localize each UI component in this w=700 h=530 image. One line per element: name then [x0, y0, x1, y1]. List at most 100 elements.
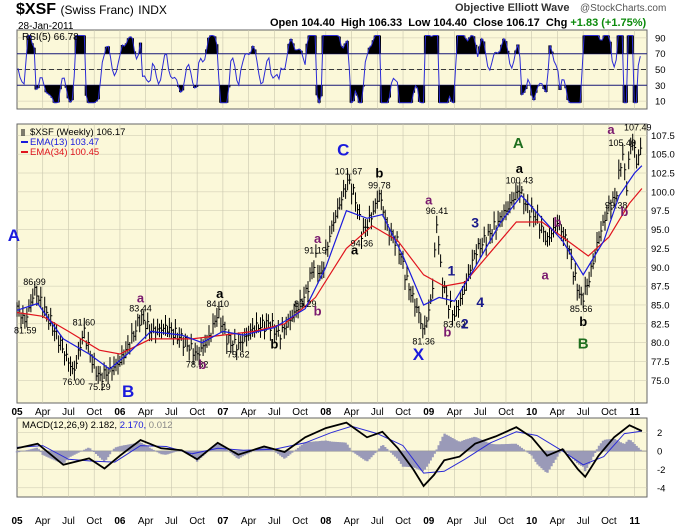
price-y-tick-label: 92.5: [651, 244, 670, 255]
x-tick-label: Oct: [86, 516, 102, 527]
price-y-tick-label: 97.5: [651, 206, 670, 217]
x-tick-label: Jul: [268, 516, 281, 527]
x-tick-label: Apr: [138, 407, 154, 418]
wave-label: B: [122, 382, 134, 401]
price-panel-background: [16, 123, 648, 404]
x-tick-label: Apr: [447, 516, 463, 527]
panel-frames: [16, 29, 648, 498]
low-value: 104.40: [433, 17, 467, 29]
macd-label-value: 2.182,: [91, 420, 120, 431]
quote-line: Open 104.40 High 106.33 Low 104.40 Close…: [270, 17, 646, 29]
price-annotation: 81.36: [412, 336, 435, 346]
x-tick-label: 11: [629, 516, 640, 527]
macd-label: MACD(12,26,9) 2.182, 2.170, 0.012: [22, 420, 173, 431]
x-tick-label: Jul: [577, 407, 590, 418]
macd-y-tick-label: 0: [657, 447, 662, 458]
price-y-tick-label: 80.0: [651, 338, 670, 349]
x-tick-label: Jul: [371, 516, 384, 527]
x-tick-label: Apr: [241, 407, 257, 418]
symbol: $XSF: [16, 1, 57, 18]
rsi-line: [17, 34, 641, 105]
close-label: Close: [473, 17, 504, 29]
rsi-y-tick-label: 90: [655, 33, 666, 44]
x-tick-label: 09: [423, 407, 435, 418]
x-tick-label: Oct: [395, 407, 411, 418]
close-value: 106.17: [506, 17, 540, 29]
rsi-y-tick-label: 30: [655, 81, 666, 92]
price-y-tick-label: 82.5: [651, 319, 670, 330]
price-annotation: 99.78: [368, 181, 391, 191]
wave-label: b: [314, 304, 322, 319]
price-annotation: 79.62: [227, 350, 250, 360]
price-y-tick-label: 77.5: [651, 357, 670, 368]
rsi-label: RSI(5) 66.78: [22, 32, 79, 43]
open-label: Open: [270, 17, 299, 29]
x-tick-label: Oct: [86, 407, 102, 418]
price-annotation: 91.19: [304, 245, 327, 255]
wave-label: B: [578, 336, 589, 353]
x-tick-label: 08: [320, 407, 332, 418]
x-tick-label: Jul: [165, 516, 178, 527]
price-y-tick-label: 107.5: [651, 131, 675, 142]
wave-label: 1: [448, 263, 456, 279]
wave-label: b: [270, 337, 278, 352]
legend-entry: $XSF (Weekly) 106.17: [30, 127, 125, 138]
legend-entry: EMA(34) 100.45: [30, 147, 99, 158]
legend-swatch: [21, 129, 25, 136]
low-label: Low: [408, 17, 431, 29]
macd-y-tick-label: -2: [657, 465, 665, 476]
wave-label: b: [198, 357, 206, 372]
price-annotation: 78.32: [186, 359, 209, 369]
wave-label: a: [216, 286, 224, 301]
legend-entry: EMA(13) 103.47: [30, 137, 99, 148]
x-tick-label: Apr: [241, 516, 257, 527]
wave-label: A: [513, 135, 524, 152]
wave-label: C: [337, 141, 349, 160]
x-tick-label: 11: [629, 407, 640, 418]
rsi-y-tick-label: 50: [655, 65, 666, 76]
rsi-panel: 10 30 50 70 90 RSI(5) 66.78: [17, 32, 666, 108]
x-tick-label: Apr: [344, 407, 360, 418]
x-tick-label: 09: [423, 516, 435, 527]
wave-label: X: [413, 345, 425, 364]
price-panel: 75.0 77.5 80.0 82.5 85.0 87.5 90.0 92.5 95.0 97.5…: [8, 122, 675, 401]
ema34-line: [16, 188, 643, 355]
x-tick-label: Oct: [292, 407, 308, 418]
macd-y-tick-label: -4: [657, 483, 665, 494]
x-tick-label: 08: [320, 516, 332, 527]
wave-label: A: [8, 226, 20, 245]
price-annotation: 83.63: [443, 319, 466, 329]
x-tick-label: Oct: [189, 516, 205, 527]
x-tick-label: 10: [526, 516, 538, 527]
chart-date: 28-Jan-2011: [18, 21, 74, 32]
price-bars: [16, 133, 643, 391]
x-tick-label: Apr: [35, 407, 51, 418]
price-y-tick-label: 105.0: [651, 150, 675, 161]
chart-title: Objective Elliott Wave: [455, 2, 570, 14]
high-label: High: [340, 17, 366, 29]
x-axis: 05 05 Apr Apr Jul Jul Oct Oct 06 06 Apr Apr Jul Jul Oc…: [11, 407, 640, 527]
price-annotation: 99.38: [605, 201, 628, 211]
x-tick-label: Apr: [550, 516, 566, 527]
wave-label: a: [516, 161, 524, 176]
x-tick-label: Apr: [344, 516, 360, 527]
price-annotation: 83.44: [129, 304, 152, 314]
price-y-tick-label: 95.0: [651, 225, 670, 236]
price-annotation: 94.36: [351, 238, 374, 248]
symbol-name: (Swiss Franc): [60, 3, 134, 17]
price-y-tick-label: 85.0: [651, 300, 670, 311]
wave-label: 3: [471, 214, 479, 230]
x-tick-label: 07: [217, 516, 229, 527]
x-tick-label: Jul: [474, 516, 487, 527]
wave-label: b: [579, 314, 587, 329]
price-y-tick-label: 102.5: [651, 169, 675, 180]
x-tick-label: Jul: [268, 407, 281, 418]
watermark: @StockCharts.com: [580, 3, 667, 14]
x-tick-label: Jul: [165, 407, 178, 418]
macd-line: [16, 421, 643, 488]
macd-panel: -4 -2 0 2 MACD(12,26,9) 2.182, 2.170, 0.012: [15, 420, 665, 494]
x-tick-label: Oct: [395, 516, 411, 527]
wave-label: b: [443, 325, 451, 340]
chg-label: Chg: [545, 17, 568, 29]
wave-label: a: [607, 122, 615, 137]
